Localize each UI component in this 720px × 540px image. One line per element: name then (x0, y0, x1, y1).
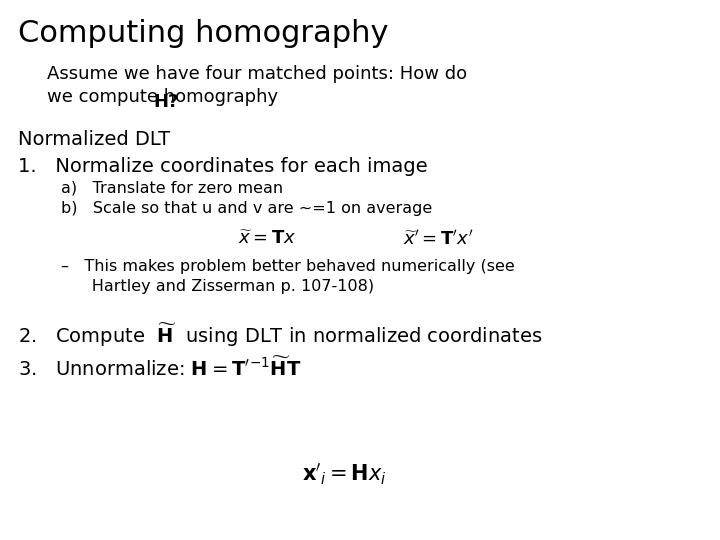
Text: a)   Translate for zero mean: a) Translate for zero mean (61, 181, 284, 196)
Text: H?: H? (153, 93, 179, 111)
Text: $\widetilde{x}' = \mathbf{T}'x'$: $\widetilde{x}' = \mathbf{T}'x'$ (403, 230, 474, 248)
Text: –   This makes problem better behaved numerically (see
      Hartley and Zisserm: – This makes problem better behaved nume… (61, 259, 515, 294)
Text: $\mathbf{x}'_i = \mathbf{H}x_i$: $\mathbf{x}'_i = \mathbf{H}x_i$ (302, 462, 387, 487)
Text: we compute homography H?: we compute homography H? (47, 65, 307, 83)
Text: Assume we have four matched points: How do
we compute homography: Assume we have four matched points: How … (47, 65, 467, 106)
Text: b)   Scale so that u and v are ~=1 on average: b) Scale so that u and v are ~=1 on aver… (61, 201, 433, 216)
Text: 1.   Normalize coordinates for each image: 1. Normalize coordinates for each image (18, 157, 428, 176)
Text: $\widetilde{x} = \mathbf{T}x$: $\widetilde{x} = \mathbf{T}x$ (238, 230, 296, 247)
Text: 3.   Unnormalize: $\mathbf{H} = \mathbf{T}'^{-1}\widetilde{\mathbf{H}}\mathbf{T}: 3. Unnormalize: $\mathbf{H} = \mathbf{T}… (18, 356, 302, 380)
Text: 2.   Compute  $\widetilde{\mathbf{H}}$  using DLT in normalized coordinates: 2. Compute $\widetilde{\mathbf{H}}$ usin… (18, 321, 543, 349)
Text: Normalized DLT: Normalized DLT (18, 130, 170, 148)
Text: Computing homography: Computing homography (18, 19, 389, 48)
